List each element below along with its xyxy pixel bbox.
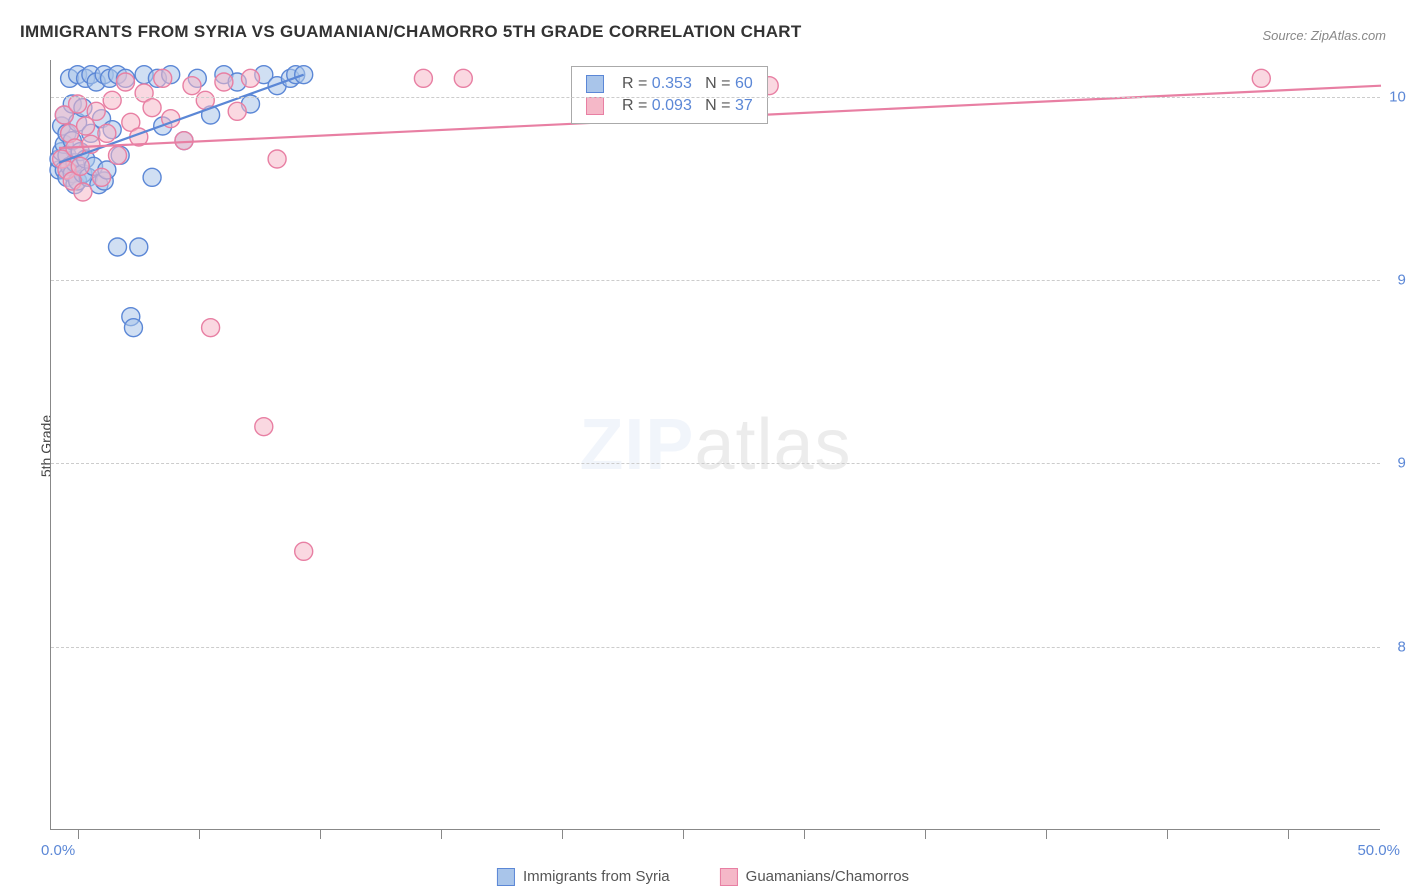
x-tick — [78, 829, 79, 839]
x-tick — [1288, 829, 1289, 839]
data-point — [130, 238, 148, 256]
legend-swatch — [720, 868, 738, 886]
legend-bottom: Immigrants from Syria Guamanians/Chamorro… — [497, 868, 909, 886]
gridline — [51, 463, 1380, 464]
data-point — [74, 183, 92, 201]
data-point — [98, 124, 116, 142]
plot-area: ZIPatlas R = 0.353 N = 60R = 0.093 N = 3… — [50, 60, 1380, 830]
data-point — [69, 95, 87, 113]
data-point — [87, 102, 105, 120]
data-point — [255, 418, 273, 436]
x-tick — [320, 829, 321, 839]
stats-box: R = 0.353 N = 60 R = 0.093 N = 37 — [571, 66, 768, 124]
source-attribution: Source: ZipAtlas.com — [1262, 28, 1386, 43]
data-point — [109, 146, 127, 164]
data-point — [71, 157, 89, 175]
gridline — [51, 647, 1380, 648]
x-axis-label-left: 0.0% — [41, 842, 75, 859]
data-point — [414, 69, 432, 87]
y-tick-label: 100.0% — [1389, 88, 1406, 105]
chart-svg — [51, 60, 1380, 829]
x-tick — [441, 829, 442, 839]
data-point — [143, 99, 161, 117]
legend-label: Guamanians/Chamorros — [746, 868, 909, 885]
data-point — [454, 69, 472, 87]
data-point — [103, 91, 121, 109]
x-tick — [683, 829, 684, 839]
data-point — [183, 77, 201, 95]
data-point — [109, 238, 127, 256]
legend-item: Immigrants from Syria — [497, 868, 670, 886]
x-tick — [925, 829, 926, 839]
y-tick-label: 95.0% — [1397, 272, 1406, 289]
x-axis-label-right: 50.0% — [1357, 842, 1400, 859]
stats-text: R = 0.353 N = 60 — [622, 75, 753, 93]
chart-title: IMMIGRANTS FROM SYRIA VS GUAMANIAN/CHAMO… — [20, 22, 802, 42]
stats-row: R = 0.093 N = 37 — [586, 95, 753, 117]
stats-swatch — [586, 97, 604, 115]
data-point — [295, 542, 313, 560]
stats-row: R = 0.353 N = 60 — [586, 73, 753, 95]
legend-item: Guamanians/Chamorros — [720, 868, 909, 886]
data-point — [268, 150, 286, 168]
x-tick — [1046, 829, 1047, 839]
legend-label: Immigrants from Syria — [523, 868, 670, 885]
data-point — [93, 168, 111, 186]
data-point — [295, 66, 313, 84]
y-tick-label: 85.0% — [1397, 638, 1406, 655]
gridline — [51, 97, 1380, 98]
x-tick — [804, 829, 805, 839]
data-point — [143, 168, 161, 186]
y-tick-label: 90.0% — [1397, 455, 1406, 472]
data-point — [242, 69, 260, 87]
data-point — [124, 319, 142, 337]
data-point — [175, 132, 193, 150]
legend-swatch — [497, 868, 515, 886]
data-point — [1252, 69, 1270, 87]
x-tick — [562, 829, 563, 839]
x-tick — [1167, 829, 1168, 839]
data-point — [154, 69, 172, 87]
data-point — [202, 319, 220, 337]
data-point — [215, 73, 233, 91]
stats-text: R = 0.093 N = 37 — [622, 97, 753, 115]
data-point — [228, 102, 246, 120]
x-tick — [199, 829, 200, 839]
data-point — [116, 73, 134, 91]
stats-swatch — [586, 75, 604, 93]
gridline — [51, 280, 1380, 281]
